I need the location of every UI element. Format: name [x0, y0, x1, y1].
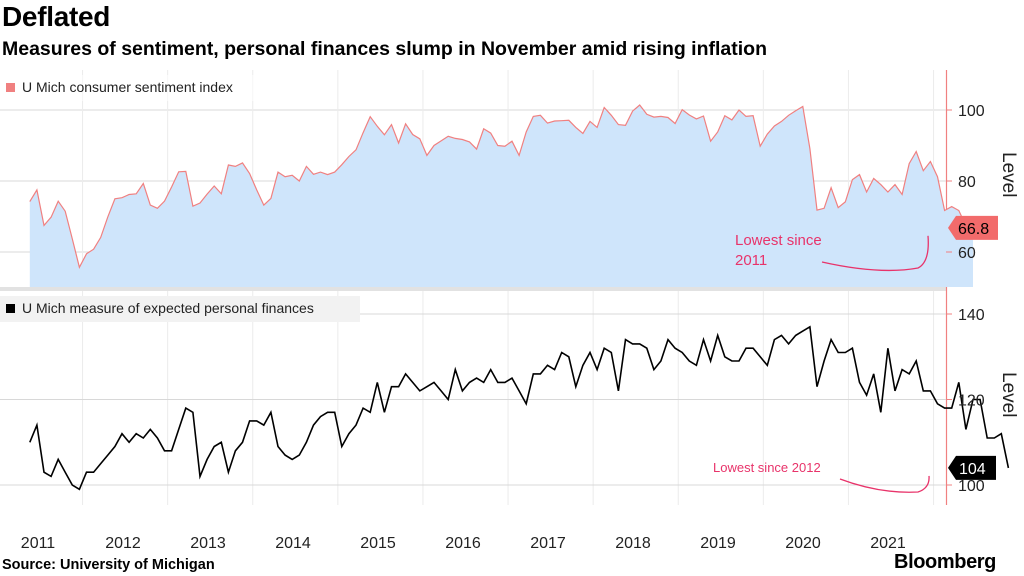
bloomberg-logo: Bloomberg [894, 551, 996, 573]
panel-separator [0, 287, 946, 291]
last-value-bottom: 104 [959, 461, 986, 478]
legend-bottom-swatch [6, 304, 15, 313]
annotation-top-curve [821, 235, 929, 272]
xtick-label-2020: 2020 [785, 535, 821, 552]
xtick-label-2021: 2021 [870, 535, 906, 552]
legend-top-swatch [6, 83, 15, 92]
sentiment-series-line [29, 104, 974, 269]
last-value-badge-top [948, 215, 998, 240]
ytick-bottom-120: 120 [958, 393, 985, 410]
chart-title: Deflated [2, 1, 111, 32]
xtick-label-2011: 2011 [21, 535, 56, 552]
xtick-label-2015: 2015 [360, 535, 396, 552]
finances-series-line [29, 325, 1010, 491]
chart-subtitle: Measures of sentiment, personal finances… [2, 38, 768, 60]
annotation-bottom-curve [839, 475, 930, 493]
xtick-label-2018: 2018 [615, 535, 651, 552]
annotation-top-line1: Lowest since [735, 232, 822, 249]
source-note: Source: University of Michigan [2, 557, 215, 573]
xtick-label-2017: 2017 [530, 535, 566, 552]
annotation-bottom-label: Lowest since 2012 [713, 460, 821, 475]
legend-bottom-label: U Mich measure of expected personal fina… [22, 300, 314, 316]
xtick-label-2013: 2013 [190, 535, 226, 552]
ytick-top-60: 60 [958, 245, 976, 262]
last-value-top: 66.8 [958, 221, 989, 238]
legend-top-label: U Mich consumer sentiment index [22, 79, 233, 95]
xtick-label-2016: 2016 [445, 535, 481, 552]
xtick-label-2019: 2019 [700, 535, 736, 552]
sentiment-area-fill [29, 105, 974, 287]
ylabel-top: Level [998, 152, 1019, 197]
xtick-label-2014: 2014 [275, 535, 311, 552]
ytick-top-100: 100 [958, 103, 985, 120]
ylabel-bottom: Level [998, 372, 1019, 417]
legend-top-box [0, 75, 268, 101]
ytick-bottom-100: 100 [958, 478, 985, 495]
xtick-label-2012: 2012 [105, 535, 141, 552]
last-value-badge-bottom [948, 455, 996, 480]
ytick-bottom-140: 140 [958, 307, 985, 324]
legend-bottom-box [0, 296, 360, 322]
ytick-top-80: 80 [958, 174, 976, 191]
annotation-top-line2: 2011 [735, 252, 767, 269]
